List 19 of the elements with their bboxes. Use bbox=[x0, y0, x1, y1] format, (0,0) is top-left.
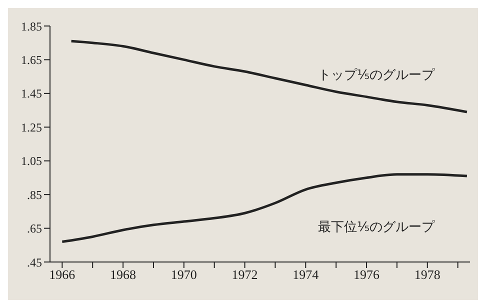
x-tick-label: 1978 bbox=[414, 267, 440, 282]
y-tick-label: .85 bbox=[27, 188, 42, 202]
annotation: トップ⅕のグループ bbox=[318, 67, 435, 84]
y-tick-label: 1.25 bbox=[21, 120, 42, 134]
y-tick-label: 1.85 bbox=[21, 19, 42, 34]
line-series bbox=[70, 40, 468, 114]
x-tick-label: 1976 bbox=[354, 267, 380, 282]
x-tick-label: 1966 bbox=[49, 267, 76, 282]
y-tick-label: 1.05 bbox=[21, 154, 42, 168]
y-tick-label: 1.45 bbox=[21, 86, 42, 101]
x-tick-label: 1974 bbox=[292, 267, 320, 282]
y-tick-label: 1.65 bbox=[21, 52, 42, 67]
x-tick-label: 1972 bbox=[232, 267, 258, 282]
line-series bbox=[60, 173, 468, 244]
y-tick-label: .45 bbox=[27, 255, 42, 270]
y-tick-label: .65 bbox=[27, 222, 42, 236]
x-tick-label: 1968 bbox=[110, 267, 136, 282]
x-tick-label: 1970 bbox=[170, 267, 197, 282]
annotation: 最下位⅕のグループ bbox=[318, 219, 435, 236]
